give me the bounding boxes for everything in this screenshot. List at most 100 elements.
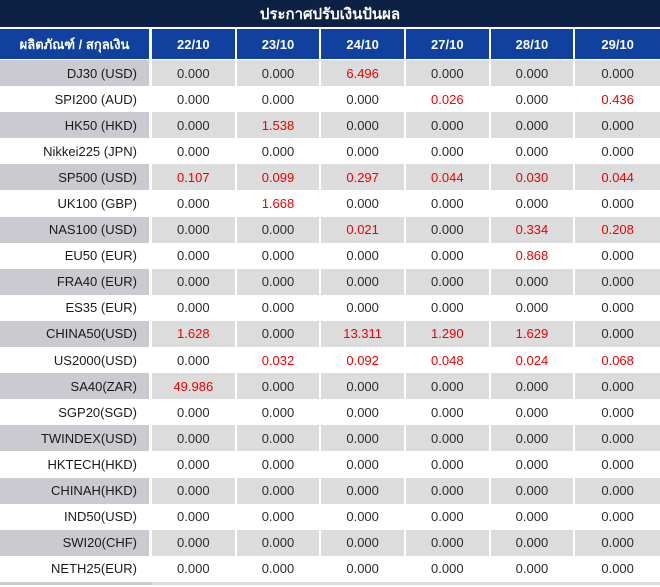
- value-cell: 0.000: [405, 477, 491, 504]
- table-row: HKTECH(HKD) 0.000 0.000 0.000 0.000 0.000 0.00…: [0, 451, 660, 478]
- table-row: SP500 (USD) 0.107 0.099 0.297 0.044 0.030 0.04…: [0, 164, 660, 191]
- value-cell: 0.436: [575, 86, 660, 113]
- table-row: US2000(USD) 0.000 0.032 0.092 0.048 0.024 0.06…: [0, 347, 660, 374]
- value-cell: 1.628: [152, 320, 237, 348]
- value-cell: 0.000: [405, 138, 491, 165]
- value-cell: 0.000: [321, 451, 406, 478]
- value-cell: 0.000: [236, 529, 322, 556]
- table-row: ES35 (EUR) 0.000 0.000 0.000 0.000 0.000 0.000: [0, 294, 660, 321]
- value-cell: 0.000: [575, 555, 660, 582]
- value-cell: 0.000: [321, 112, 406, 139]
- value-cell: 0.024: [490, 347, 576, 374]
- value-cell: 0.000: [575, 138, 660, 165]
- value-cell: 0.000: [490, 138, 576, 165]
- value-cell: 0.000: [152, 451, 237, 478]
- value-cell: 0.000: [405, 216, 491, 243]
- table-row: NETH25(EUR) 0.000 0.000 0.000 0.000 0.000 0.00…: [0, 555, 660, 582]
- value-cell: 0.000: [575, 529, 660, 556]
- product-label: SPI200 (AUD): [0, 86, 152, 113]
- product-label: HKTECH(HKD): [0, 451, 152, 478]
- value-cell: 0.000: [575, 373, 660, 400]
- product-label: HK50 (HKD): [0, 112, 152, 139]
- value-cell: 0.000: [575, 60, 660, 87]
- value-cell: 0.000: [152, 425, 237, 452]
- value-cell: 0.000: [405, 190, 491, 217]
- value-cell: 0.000: [405, 503, 491, 530]
- product-label: CHINAH(HKD): [0, 477, 152, 504]
- product-label: CHINA50(USD): [0, 320, 152, 348]
- value-cell: 0.000: [490, 268, 576, 295]
- value-cell: 0.000: [575, 242, 660, 269]
- product-label: Nikkei225 (JPN): [0, 138, 152, 165]
- value-cell: 0.000: [236, 399, 322, 426]
- value-cell: 0.000: [405, 425, 491, 452]
- value-cell: 0.000: [236, 477, 322, 504]
- table-row: FRA40 (EUR) 0.000 0.000 0.000 0.000 0.000 0.00…: [0, 268, 660, 295]
- value-cell: 0.297: [321, 164, 406, 191]
- value-cell: 0.000: [236, 60, 322, 87]
- value-cell: 0.032: [236, 347, 322, 374]
- value-cell: 0.000: [490, 425, 576, 452]
- value-cell: 0.048: [405, 347, 491, 374]
- value-cell: 0.000: [152, 347, 237, 374]
- column-header-date-1: 22/10: [152, 29, 237, 60]
- value-cell: 0.000: [152, 216, 237, 243]
- value-cell: 0.000: [321, 190, 406, 217]
- value-cell: 0.000: [236, 555, 322, 582]
- value-cell: 0.000: [490, 190, 576, 217]
- panel-title: ประกาศปรับเงินปันผล: [0, 0, 660, 29]
- value-cell: 0.000: [575, 503, 660, 530]
- value-cell: 0.026: [405, 86, 491, 113]
- value-cell: 0.044: [405, 164, 491, 191]
- value-cell: 49.986: [152, 373, 237, 400]
- product-label: SWI20(CHF): [0, 529, 152, 556]
- value-cell: 0.000: [321, 242, 406, 269]
- value-cell: 0.000: [152, 242, 237, 269]
- value-cell: 0.000: [321, 477, 406, 504]
- product-label: NAS100 (USD): [0, 216, 152, 243]
- value-cell: 0.000: [490, 477, 576, 504]
- table-row: SWI20(CHF) 0.000 0.000 0.000 0.000 0.000 0.000: [0, 529, 660, 556]
- value-cell: 0.000: [321, 373, 406, 400]
- table-row: UK100 (GBP) 0.000 1.668 0.000 0.000 0.000 0.00…: [0, 190, 660, 217]
- value-cell: 0.000: [490, 399, 576, 426]
- value-cell: 1.629: [490, 320, 576, 348]
- value-cell: 0.000: [575, 320, 660, 348]
- product-label: DJ30 (USD): [0, 60, 152, 87]
- value-cell: 0.000: [152, 86, 237, 113]
- value-cell: 0.000: [321, 294, 406, 321]
- table-row: CHINAH(HKD) 0.000 0.000 0.000 0.000 0.000 0.00…: [0, 477, 660, 504]
- value-cell: 0.000: [236, 425, 322, 452]
- value-cell: 0.000: [490, 112, 576, 139]
- value-cell: 0.000: [236, 320, 322, 348]
- value-cell: 1.290: [405, 320, 491, 348]
- value-cell: 0.208: [575, 216, 660, 243]
- column-header-date-6: 29/10: [575, 29, 660, 60]
- value-cell: 0.000: [490, 503, 576, 530]
- table-row: SA40(ZAR) 49.986 0.000 0.000 0.000 0.000 0.000: [0, 373, 660, 400]
- product-label: TWINDEX(USD): [0, 425, 152, 452]
- product-label: SP500 (USD): [0, 164, 152, 191]
- table-row: CHINA50(USD) 1.628 0.000 13.311 1.290 1.629 0.…: [0, 320, 660, 348]
- value-cell: 0.107: [152, 164, 237, 191]
- value-cell: 0.000: [152, 555, 237, 582]
- value-cell: 0.000: [321, 503, 406, 530]
- column-header-product: ผลิตภัณฑ์ / สกุลเงิน: [0, 29, 152, 60]
- value-cell: 0.000: [321, 138, 406, 165]
- table-row: HK50 (HKD) 0.000 1.538 0.000 0.000 0.000 0.000: [0, 112, 660, 139]
- value-cell: 0.000: [152, 138, 237, 165]
- product-label: IND50(USD): [0, 503, 152, 530]
- value-cell: 0.000: [575, 399, 660, 426]
- table-row: NAS100 (USD) 0.000 0.000 0.021 0.000 0.334 0.2…: [0, 216, 660, 243]
- value-cell: 0.000: [405, 529, 491, 556]
- value-cell: 0.000: [575, 294, 660, 321]
- value-cell: 0.000: [152, 399, 237, 426]
- product-label: NETH25(EUR): [0, 555, 152, 582]
- dividend-table: ผลิตภัณฑ์ / สกุลเงิน 22/10 23/10 24/10 2…: [0, 29, 660, 582]
- value-cell: 0.000: [575, 268, 660, 295]
- value-cell: 0.068: [575, 347, 660, 374]
- value-cell: 0.000: [405, 268, 491, 295]
- value-cell: 0.000: [236, 373, 322, 400]
- table-row: EU50 (EUR) 0.000 0.000 0.000 0.000 0.868 0.000: [0, 242, 660, 269]
